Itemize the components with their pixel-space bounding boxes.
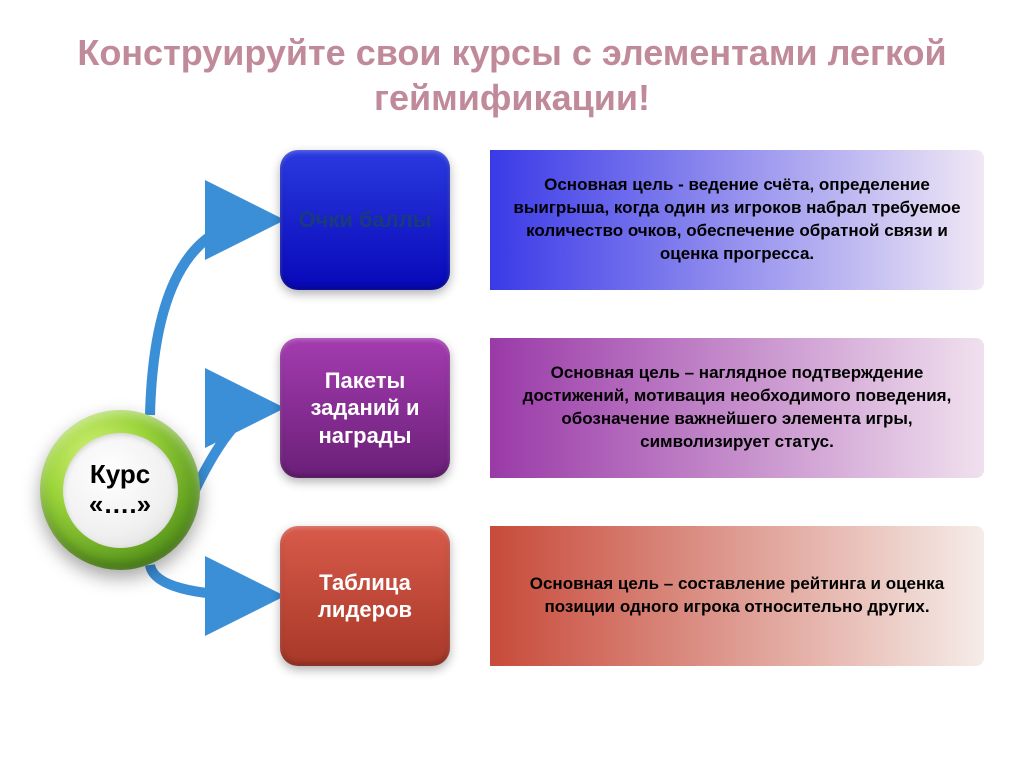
row-badges: Пакеты заданий и награды Основная цель –… <box>280 338 984 478</box>
diagram-area: Курс «….» Очки баллы Основная цель - вед… <box>0 120 1024 740</box>
arrow-small-icon <box>450 150 490 290</box>
row-points: Очки баллы Основная цель - ведение счёта… <box>280 150 984 290</box>
desc-points: Основная цель - ведение счёта, определен… <box>490 150 984 290</box>
arrow-small-icon <box>450 526 490 666</box>
hub-circle: Курс «….» <box>40 410 200 570</box>
box-badges: Пакеты заданий и награды <box>280 338 450 478</box>
desc-leaderboard: Основная цель – составление рейтинга и о… <box>490 526 984 666</box>
box-points: Очки баллы <box>280 150 450 290</box>
box-leaderboard: Таблица лидеров <box>280 526 450 666</box>
page-title: Конструируйте свои курсы с элементами ле… <box>0 0 1024 120</box>
hub-label: Курс «….» <box>63 433 178 548</box>
desc-badges: Основная цель – наглядное подтверждение … <box>490 338 984 478</box>
row-leaderboard: Таблица лидеров Основная цель – составле… <box>280 526 984 666</box>
arrow-small-icon <box>450 338 490 478</box>
